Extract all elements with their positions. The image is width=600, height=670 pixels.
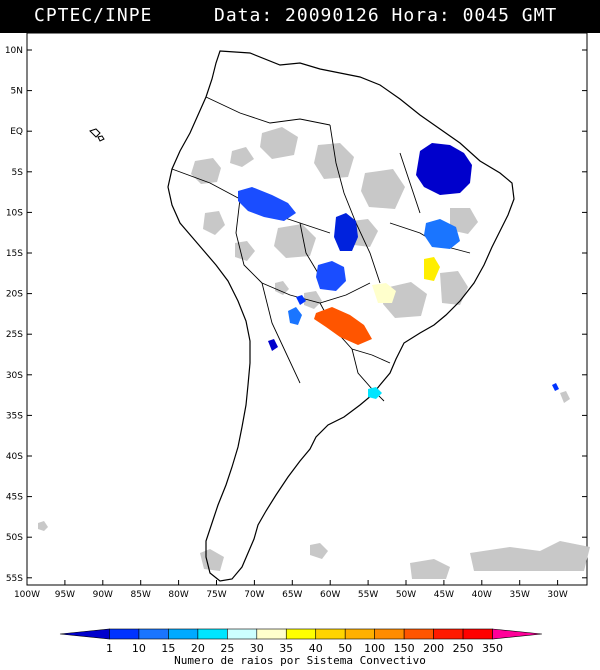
system-atlantic bbox=[552, 383, 559, 391]
colorbar-tick-label: 350 bbox=[482, 642, 503, 654]
lat-label: 50S bbox=[6, 533, 23, 543]
lon-label: 40W bbox=[472, 590, 492, 600]
colorbar-segment bbox=[59, 628, 110, 640]
lat-label: 55S bbox=[6, 574, 23, 584]
system-bolivia-south bbox=[288, 307, 302, 325]
lon-label: 30W bbox=[547, 590, 567, 600]
colorbar-tick-label: 1 bbox=[106, 642, 113, 654]
colorbar-tick-label: 30 bbox=[250, 642, 264, 654]
colorbar-segment bbox=[168, 628, 199, 640]
lon-label: 65W bbox=[282, 590, 302, 600]
lat-label: 15S bbox=[6, 249, 23, 259]
lon-label: 50W bbox=[396, 590, 416, 600]
system-northeast-brazil bbox=[416, 143, 472, 195]
lat-label: 45S bbox=[6, 493, 23, 503]
lon-label: 80W bbox=[168, 590, 188, 600]
lon-label: 55W bbox=[358, 590, 378, 600]
system-argentina-north bbox=[268, 339, 278, 351]
colorbar-tick-label: 20 bbox=[191, 642, 205, 654]
colorbar-tick-label: 40 bbox=[309, 642, 323, 654]
lon-label: 100W bbox=[14, 590, 40, 600]
colorbar-segment bbox=[462, 628, 493, 640]
map-frame bbox=[26, 33, 588, 586]
map-panel: 10N5NEQ5S10S15S20S25S30S35S40S45S50S55S … bbox=[5, 33, 590, 600]
lon-label: 45W bbox=[434, 590, 454, 600]
colorbar-segment bbox=[285, 628, 317, 640]
colorbar-caption: Numero de raios por Sistema Convectivo bbox=[174, 654, 426, 667]
colorbar-tick-label: 15 bbox=[161, 642, 175, 654]
latitude-axis: 10N 5N EQ 5S 10S 15S 20S 25S 30S 35S 40S 45S 50S 55S bbox=[5, 46, 587, 584]
colorbar-segment bbox=[138, 628, 169, 640]
colorbar-tick-label: 50 bbox=[338, 642, 352, 654]
colorbar-segment bbox=[197, 628, 228, 640]
system-mato-grosso bbox=[334, 213, 358, 251]
longitude-axis: 100W 95W 90W 85W 80W 75W 70W 65W 60W 55W 50W 45W 40W… bbox=[14, 580, 568, 600]
system-chaco-small bbox=[296, 295, 306, 305]
colorbar-tick-label: 100 bbox=[364, 642, 385, 654]
lat-label: 5N bbox=[11, 87, 23, 97]
colorbar-segment bbox=[227, 628, 258, 640]
colorbar-tick-label: 10 bbox=[132, 642, 146, 654]
system-paraguay bbox=[314, 307, 372, 345]
lon-label: 60W bbox=[320, 590, 340, 600]
lat-label: 10S bbox=[6, 208, 23, 218]
lat-label: 35S bbox=[6, 411, 23, 421]
colorbar-tick-label: 250 bbox=[453, 642, 474, 654]
continent-outline bbox=[167, 50, 515, 582]
lat-label: 5S bbox=[12, 168, 24, 178]
system-bahia bbox=[424, 219, 460, 249]
lat-label: EQ bbox=[10, 127, 23, 137]
colorbar-segment bbox=[403, 628, 434, 640]
system-pantanal bbox=[316, 261, 346, 291]
colorbar: 1 10 15 20 25 30 35 40 50 100 150 200 250 350 bbox=[59, 628, 543, 654]
colorbar-tick-label: 150 bbox=[394, 642, 415, 654]
lon-label: 95W bbox=[55, 590, 75, 600]
lat-label: 10N bbox=[5, 46, 23, 56]
colorbar-tick-label: 25 bbox=[220, 642, 234, 654]
system-uruguay bbox=[368, 387, 382, 399]
colorbar-segment bbox=[109, 628, 140, 640]
colorbar-tick-label: 200 bbox=[423, 642, 444, 654]
system-acre-rondonia bbox=[238, 187, 296, 221]
system-sao-paulo bbox=[372, 283, 396, 303]
colorbar-tick-label: 35 bbox=[279, 642, 293, 654]
colorbar-segment bbox=[315, 628, 346, 640]
colorbar-segment bbox=[433, 628, 464, 640]
lon-label: 90W bbox=[93, 590, 113, 600]
lon-label: 70W bbox=[244, 590, 264, 600]
colorbar-segment bbox=[374, 628, 405, 640]
lat-label: 20S bbox=[6, 290, 23, 300]
colorbar-segment bbox=[256, 628, 287, 640]
title-bar: CPTEC/INPE Data: 20090126 Hora: 0045 GMT bbox=[0, 0, 600, 33]
lon-label: 85W bbox=[131, 590, 151, 600]
lon-label: 75W bbox=[206, 590, 226, 600]
datetime-title: Data: 20090126 Hora: 0045 GMT bbox=[214, 5, 558, 26]
lat-label: 30S bbox=[6, 371, 23, 381]
lat-label: 25S bbox=[6, 330, 23, 340]
galapagos-islands bbox=[89, 128, 105, 142]
org-title: CPTEC/INPE bbox=[34, 5, 153, 26]
convective-systems bbox=[238, 143, 559, 399]
lon-label: 35W bbox=[510, 590, 530, 600]
lat-label: 40S bbox=[6, 452, 23, 462]
colorbar-segment bbox=[492, 628, 543, 640]
system-minas bbox=[424, 257, 440, 281]
colorbar-segment bbox=[344, 628, 375, 640]
